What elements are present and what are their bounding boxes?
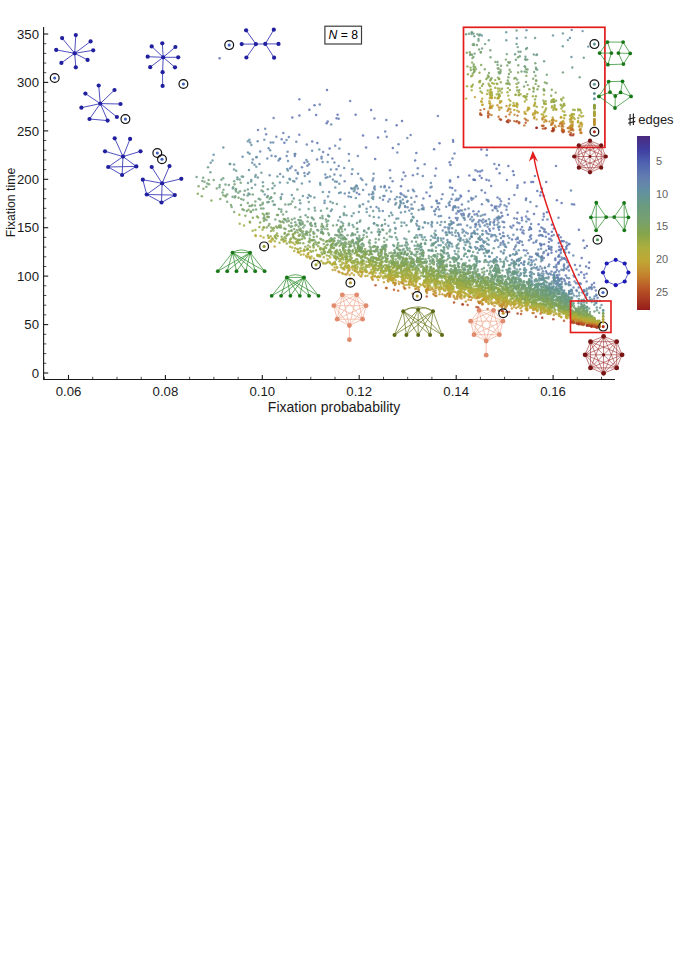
svg-text:10: 10 [656, 188, 668, 200]
svg-text:25: 25 [656, 286, 668, 298]
svg-text:0.16: 0.16 [540, 384, 566, 399]
svg-text:0.06: 0.06 [56, 384, 82, 399]
svg-text:0.14: 0.14 [443, 384, 469, 399]
svg-text:edges: edges [638, 112, 674, 127]
svg-text:200: 200 [17, 172, 39, 187]
svg-text:Fixation time: Fixation time [4, 167, 18, 237]
svg-text:50: 50 [24, 317, 39, 332]
svg-text:15: 15 [656, 220, 668, 232]
svg-text:0.08: 0.08 [153, 384, 179, 399]
svg-text:250: 250 [17, 124, 39, 139]
svg-text:5: 5 [656, 155, 662, 167]
svg-text:20: 20 [656, 253, 668, 265]
svg-text:0: 0 [32, 366, 39, 381]
svg-text:N = 8: N = 8 [328, 28, 358, 42]
svg-text:0.10: 0.10 [249, 384, 275, 399]
svg-text:0.12: 0.12 [346, 384, 372, 399]
svg-text:Fixation probabability: Fixation probabability [268, 399, 400, 415]
svg-text:100: 100 [17, 269, 39, 284]
svg-text:300: 300 [17, 75, 39, 90]
svg-text:150: 150 [17, 220, 39, 235]
svg-text:350: 350 [17, 27, 39, 42]
